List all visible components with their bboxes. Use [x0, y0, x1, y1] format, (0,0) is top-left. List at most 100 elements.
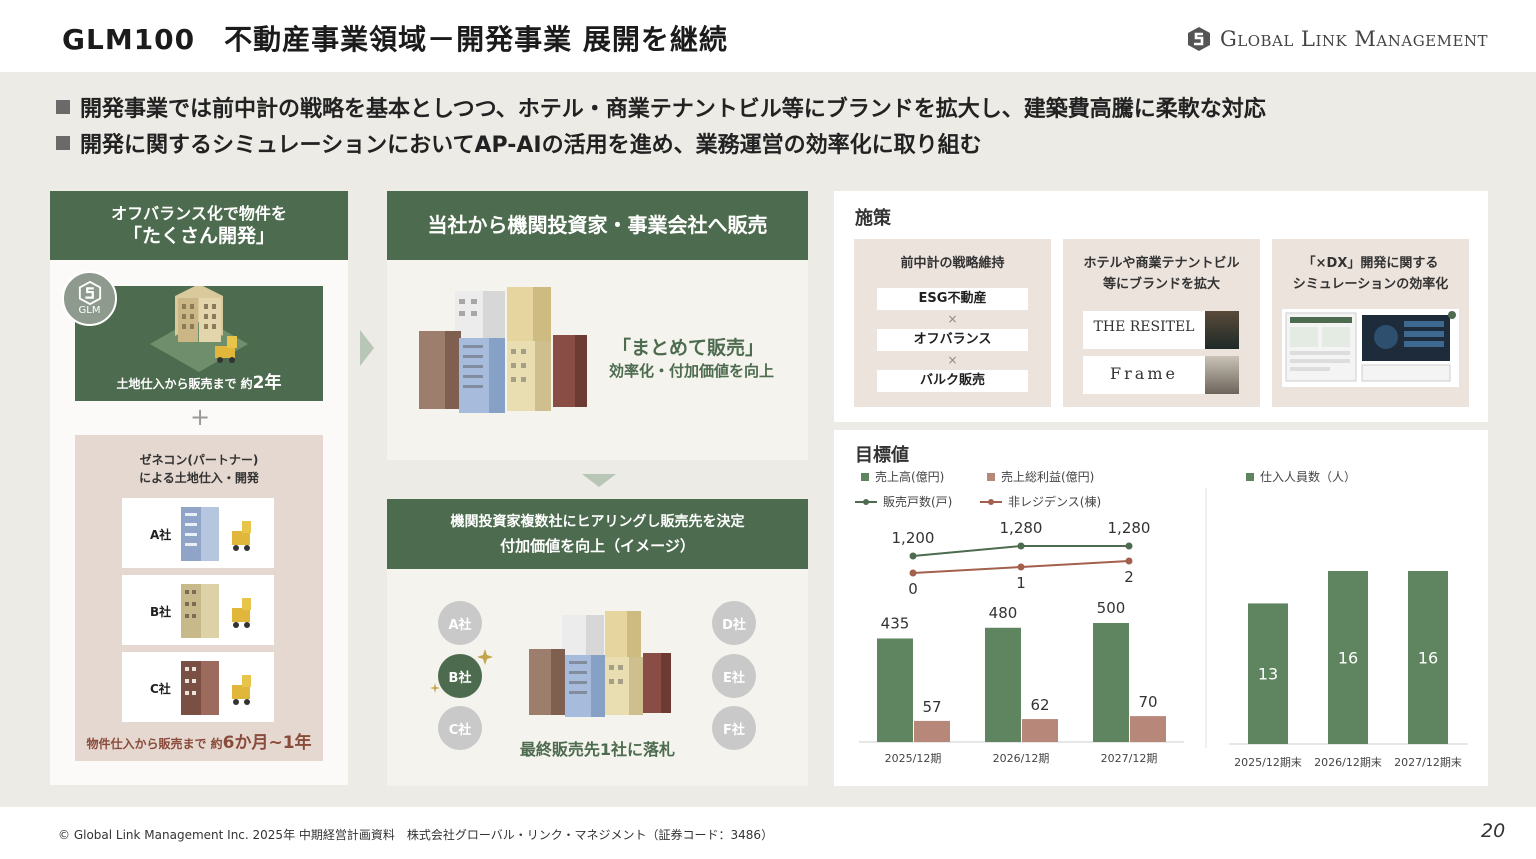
bidder-b-circle: B社	[438, 654, 482, 698]
gross-profit-bar	[1130, 716, 1166, 742]
partner-lead-time-value: 6か月~1年	[222, 733, 312, 753]
chevron-right-icon	[360, 330, 374, 366]
brand-card-title-line2: 等にブランドを拡大	[1102, 277, 1220, 292]
staff-bar	[1248, 603, 1288, 744]
building-illustration-icon	[150, 284, 248, 372]
legend-staff-label: 仕入人員数（人）	[1260, 470, 1357, 484]
x-tick-label: 2025/12期	[885, 752, 942, 765]
units-point	[1125, 542, 1133, 550]
sales-value-label: 480	[989, 604, 1018, 622]
brand-resitel-label: THE RESITEL	[1093, 319, 1195, 335]
glm-lead-time: 土地仕入から販売まで 約2年	[75, 368, 323, 393]
gross-profit-bar	[1022, 719, 1058, 742]
targets-panel: 目標値 売上高(億円) 売上総利益(億円) 販売戸数(戸) 非レジデンス(棟) …	[834, 430, 1488, 786]
building-cluster-icon	[419, 287, 587, 413]
non-residence-value-label: 1	[1016, 574, 1026, 592]
building-b-icon	[181, 584, 251, 638]
company-b-label: B社	[150, 605, 172, 619]
measure-card-dx: 「×DX」開発に関する シミュレーションの効率化	[1272, 239, 1469, 407]
page-title: GLM100 不動産事業領域－開発事業 展開を継続	[62, 23, 728, 56]
brand-frame-label: Frame	[1110, 364, 1178, 383]
simulation-screens-image	[1282, 309, 1459, 387]
glm-logo-icon	[78, 281, 101, 305]
staff-value-label: 16	[1338, 649, 1358, 668]
glm-lead-time-value: 2年	[252, 373, 282, 393]
dx-card-title: 「×DX」開発に関する シミュレーションの効率化	[1272, 253, 1469, 295]
bullet-1-text: 開発事業では前中計の戦略を基本としつつ、ホテル・商業テナントビル等にブランドを拡…	[80, 97, 1266, 122]
bullet-square-icon	[56, 136, 70, 150]
bulk-sale-sub: 効率化・付加価値を向上	[609, 362, 775, 380]
glm-badge-text: GLM	[78, 305, 101, 316]
legend-non-residence: 非レジデンス(棟)	[980, 493, 1101, 510]
legend-line-swatch	[980, 498, 1002, 505]
partner-company-a: A社	[122, 498, 274, 568]
non-residence-point	[1017, 563, 1025, 571]
bullet-2: 開発に関するシミュレーションにおいてAP-AIの活用を進め、業務運営の効率化に取…	[56, 127, 982, 159]
building-c-icon	[181, 661, 251, 715]
legend-sales-label: 売上高(億円)	[875, 470, 945, 484]
logo-text: Global Link Management	[1220, 27, 1489, 51]
building-a-icon	[181, 507, 251, 561]
staff-value-label: 13	[1258, 665, 1278, 684]
sales-value-label: 435	[881, 614, 910, 632]
staff-bar	[1328, 571, 1368, 744]
measure-card-brand: ホテルや商業テナントビル 等にブランドを拡大 THE RESITEL Frame	[1063, 239, 1260, 407]
partner-title-line2: による土地仕入・開発	[139, 471, 259, 485]
brand-frame: Frame	[1083, 356, 1239, 394]
auction-title-line2: 付加価値を向上（イメージ）	[500, 537, 695, 555]
glm-logo-icon	[1188, 27, 1210, 51]
company-c-label: C社	[150, 682, 171, 696]
times-sign: ×	[947, 353, 958, 367]
partner-lead-time-prefix: 物件仕入から販売まで 約	[86, 737, 223, 751]
brand-resitel: THE RESITEL	[1083, 311, 1239, 349]
partner-company-b: B社	[122, 575, 274, 645]
x-tick-label: 2027/12期	[1101, 752, 1158, 765]
targets-title: 目標値	[855, 445, 909, 466]
legend-line-swatch	[855, 498, 877, 505]
bulk-sale-header: 当社から機関投資家・事業会社へ販売	[387, 191, 808, 260]
strategy-item-esg: ESG不動産	[877, 288, 1028, 310]
footer-copyright: © Global Link Management Inc. 2025年 中期経営…	[58, 828, 774, 842]
measures-title: 施策	[855, 208, 891, 229]
gross-profit-value-label: 62	[1030, 696, 1049, 714]
bulk-sale-panel: 当社から機関投資家・事業会社へ販売 「まとめて販売」 効率化・付加価値を向上	[387, 191, 808, 460]
sales-bar	[877, 638, 913, 742]
staff-bar	[1408, 571, 1448, 744]
auction-title-line1: 機関投資家複数社にヒアリングし販売先を決定	[450, 514, 745, 530]
strategy-item-offbalance: オフバランス	[877, 329, 1028, 351]
company-logo: Global Link Management	[1186, 26, 1488, 52]
gross-profit-value-label: 57	[922, 698, 941, 716]
partner-company-c: C社	[122, 652, 274, 722]
glm-development-box: 土地仕入から販売まで 約2年	[75, 284, 323, 401]
bullet-square-icon	[56, 100, 70, 114]
measure-card-strategy: 前中計の戦略維持 ESG不動産 × オフバランス × バルク販売	[854, 239, 1051, 407]
partner-title-line1: ゼネコン(パートナー)	[139, 453, 259, 467]
plus-sign: +	[190, 403, 211, 431]
bidder-e-circle: E社	[712, 654, 756, 698]
strategy-item-bulk: バルク販売	[877, 370, 1028, 392]
company-a-label: A社	[150, 528, 172, 542]
x-tick-label: 2026/12期	[993, 752, 1050, 765]
development-title-line2: 「たくさん開発」	[122, 225, 275, 247]
resitel-photo	[1205, 311, 1239, 349]
staff-value-label: 16	[1418, 649, 1438, 668]
legend-gross-profit-label: 売上総利益(億円)	[1001, 470, 1095, 484]
x-tick-label: 2027/12期末	[1394, 755, 1462, 769]
bullet-2-text: 開発に関するシミュレーションにおいてAP-AIの活用を進め、業務運営の効率化に取…	[80, 133, 982, 158]
bidder-f-circle: F社	[712, 706, 756, 750]
measures-panel: 施策 前中計の戦略維持 ESG不動産 × オフバランス × バルク販売 ホテルや…	[834, 191, 1488, 422]
legend-units: 販売戸数(戸)	[855, 493, 952, 510]
glm-lead-time-prefix: 土地仕入から販売まで 約	[116, 377, 253, 391]
gross-profit-value-label: 70	[1138, 693, 1157, 711]
x-tick-label: 2026/12期末	[1314, 755, 1382, 769]
units-value-label: 1,280	[1000, 519, 1043, 537]
non-residence-point	[1125, 557, 1133, 565]
legend-units-label: 販売戸数(戸)	[883, 495, 953, 509]
units-value-label: 1,200	[892, 529, 935, 547]
gross-profit-bar	[914, 720, 950, 742]
partner-lead-time: 物件仕入から販売まで 約6か月~1年	[75, 728, 323, 753]
development-panel-header: オフバランス化で物件を 「たくさん開発」	[50, 191, 348, 260]
units-point	[909, 552, 917, 560]
sales-value-label: 500	[1097, 599, 1126, 617]
brand-card-title-line1: ホテルや商業テナントビル	[1083, 256, 1240, 271]
